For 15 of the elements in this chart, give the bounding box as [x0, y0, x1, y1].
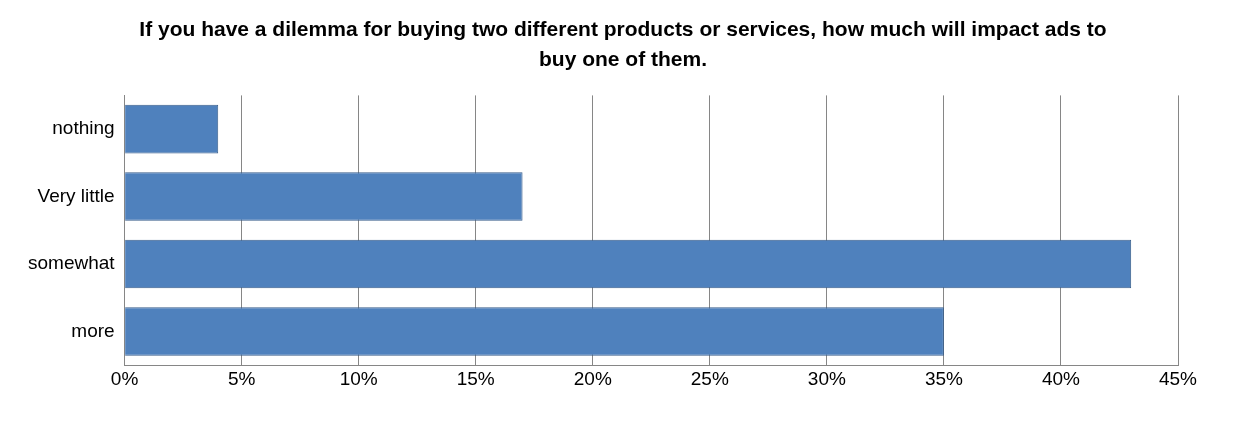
x-tick-label: 5% [227, 367, 256, 389]
x-tick-label: 10% [339, 367, 378, 389]
x-tick-label: 20% [573, 367, 612, 389]
chart-title: If you have a dilemma for buying two different products or services, how much will impact ads to buy one of them. [138, 16, 1108, 72]
y-tick-label: somewhat [27, 252, 116, 274]
x-tick-label: 35% [924, 367, 964, 389]
x-tick-label: 30% [807, 367, 846, 389]
x-tick-label: 45% [1158, 367, 1198, 389]
x-tick-label: 40% [1041, 367, 1081, 389]
x-tick-label: 15% [456, 367, 495, 389]
y-tick-label: Very little [37, 184, 115, 206]
x-tick-label: 25% [690, 367, 729, 389]
x-tick-label: 0% [110, 367, 139, 389]
y-tick-label: more [71, 319, 115, 341]
y-tick-label: nothing [52, 117, 115, 139]
